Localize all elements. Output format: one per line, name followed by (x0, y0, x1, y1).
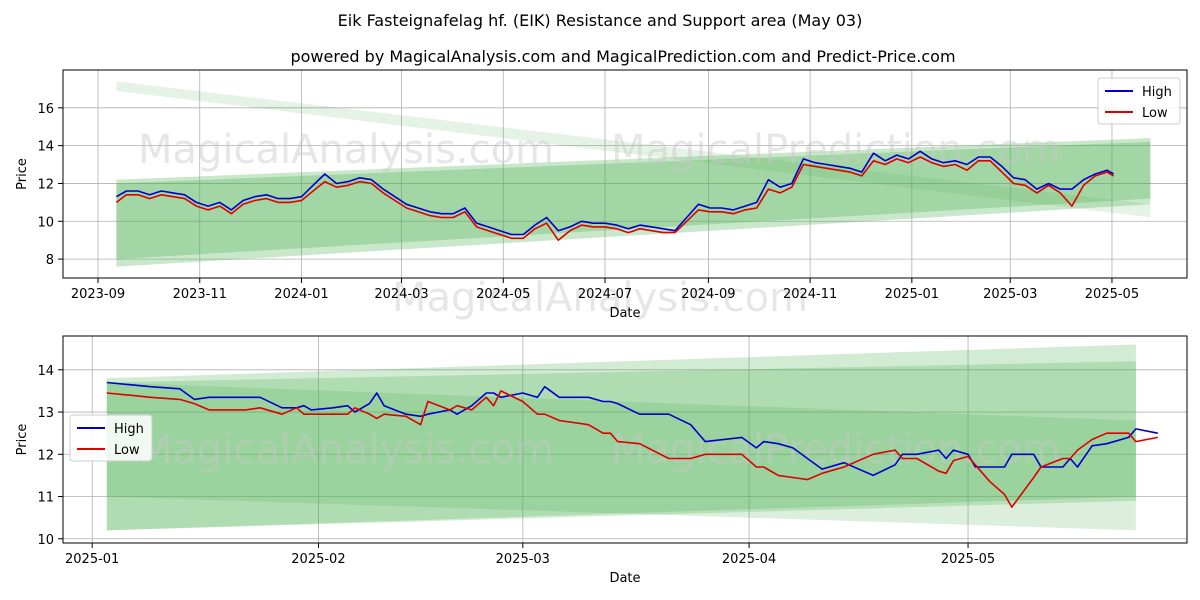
y-tick-label: 16 (37, 102, 54, 117)
legend-label-low: Low (114, 443, 140, 458)
support-resistance-band (106, 344, 1136, 531)
x-tick-label: 2025-01 (885, 287, 939, 302)
bands-group (116, 81, 1151, 267)
panel-full-period: MagicalAnalysis.com MagicalPrediction.com… (15, 69, 1188, 321)
chart-subtitle: powered by MagicalAnalysis.com and Magic… (290, 47, 955, 66)
x-tick-label: 2025-03 (983, 287, 1037, 302)
series-group (106, 381, 1158, 508)
series-line-low (106, 390, 1158, 508)
x-tick-label: 2024-07 (578, 287, 632, 302)
y-axis-label: Price (15, 424, 30, 456)
y-tick-label: 11 (37, 491, 54, 506)
x-tick-label: 2024-01 (274, 287, 328, 302)
x-tick-label: 2024-03 (374, 287, 428, 302)
watermark: MagicalAnalysis.com (392, 275, 808, 321)
legend: High Low (1097, 77, 1181, 125)
support-resistance-band (116, 138, 1151, 267)
axes-frame (62, 335, 1188, 544)
series-line-high (116, 150, 1114, 236)
x-tick-label: 2025-02 (291, 552, 345, 567)
chart-title: Eik Fasteignafelag hf. (EIK) Resistance … (338, 11, 863, 30)
series-group (115, 150, 1114, 241)
x-axis-label: Date (609, 306, 640, 321)
x-tick-label: 2023-11 (173, 287, 227, 302)
axes-frame (62, 69, 1188, 279)
y-tick-label: 10 (37, 533, 54, 548)
x-tick-label: 2025-04 (722, 552, 776, 567)
watermark: MagicalPrediction.com (611, 427, 1061, 473)
support-resistance-band (116, 141, 1151, 260)
legend-label-low: Low (1142, 106, 1168, 121)
bands-group (106, 344, 1136, 531)
x-tick-label: 2025-05 (941, 552, 995, 567)
watermark: MagicalAnalysis.com (138, 127, 554, 173)
x-tick-label: 2024-11 (783, 287, 837, 302)
x-tick-label: 2025-03 (496, 552, 550, 567)
x-tick-label: 2023-09 (71, 287, 125, 302)
series-line-high (106, 381, 1158, 477)
x-tick-label: 2025-01 (65, 552, 119, 567)
y-tick-label: 14 (37, 140, 54, 155)
series-line-low (115, 156, 1114, 241)
y-tick-label: 10 (37, 215, 54, 230)
panel-recent-zoom: MagicalAnalysis.com MagicalPrediction.com… (15, 335, 1188, 586)
watermark: MagicalAnalysis.com (138, 427, 554, 473)
x-tick-label: 2025-05 (1085, 287, 1139, 302)
y-tick-label: 13 (37, 406, 54, 421)
y-tick-label: 14 (37, 364, 54, 379)
x-tick-label: 2024-05 (476, 287, 530, 302)
y-tick-label: 12 (37, 177, 54, 192)
legend: High Low (69, 414, 153, 462)
y-tick-label: 8 (46, 253, 54, 268)
support-resistance-band (106, 361, 1136, 531)
legend-label-high: High (1142, 85, 1172, 100)
support-resistance-band (116, 81, 1151, 218)
legend-label-high: High (114, 422, 144, 437)
y-axis-label: Price (15, 158, 30, 190)
y-tick-label: 12 (37, 448, 54, 463)
x-tick-label: 2024-09 (681, 287, 735, 302)
support-resistance-band (106, 382, 1136, 531)
x-axis-label: Date (609, 571, 640, 586)
